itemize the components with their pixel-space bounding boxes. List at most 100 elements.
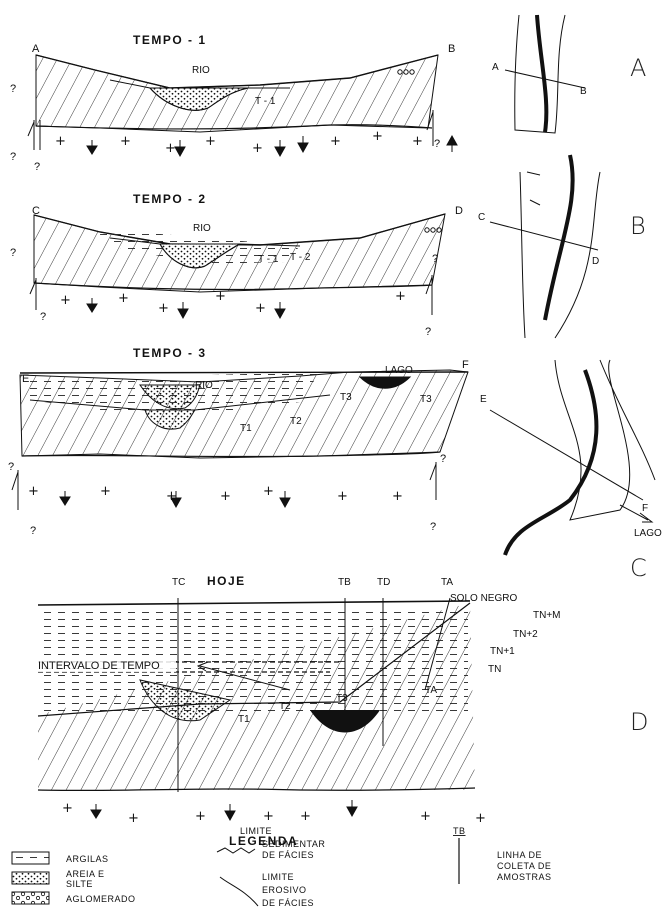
legend-label: EROSIVO (262, 885, 307, 895)
terrace-label: T2 (290, 416, 302, 427)
map-point: D (592, 256, 599, 267)
section-title: TEMPO - 2 (133, 192, 207, 206)
lake-label: LAGO (385, 365, 413, 376)
svg-text:+: + (372, 129, 383, 144)
terrace-label: T1 (238, 714, 250, 725)
question-mark: ? (434, 138, 440, 150)
column-label: TC (172, 577, 185, 588)
point-right: B (448, 43, 455, 55)
legend-label: DE FÁCIES (262, 898, 314, 908)
layer-label: TA (425, 685, 437, 696)
column-label: TA (441, 577, 453, 588)
svg-text:+: + (420, 809, 431, 824)
legend: LEGENDA ARGILAS AREIA E SILTE AGLOMERADO… (11, 826, 552, 908)
terrace-label: T3 (420, 394, 432, 405)
svg-text:+: + (55, 134, 66, 149)
layer-label: TN+1 (490, 646, 515, 657)
svg-text:+: + (60, 293, 71, 308)
legend-swatch-gravel (11, 891, 50, 905)
legend-swatch-clay (11, 851, 50, 865)
map-point: C (478, 212, 485, 223)
legend-symbol-label: TB (453, 826, 466, 836)
svg-text:+: + (392, 489, 403, 504)
point-left: A (32, 43, 40, 55)
svg-text:+: + (252, 141, 263, 156)
panel-letter: C (630, 554, 647, 582)
terrace-label: T2 (279, 701, 291, 712)
question-mark: ? (440, 453, 446, 465)
section-tempo-3: TEMPO - 3 RIO LAGO T1 T2 T3 T3 E F ? ? ?… (8, 346, 469, 537)
interval-label: INTERVALO DE TEMPO (38, 660, 160, 672)
column-label: TD (377, 577, 390, 588)
river-label: RIO (195, 380, 213, 391)
legend-label: SILTE (66, 879, 93, 889)
question-mark: ? (425, 326, 431, 338)
legend-label: DE FÁCIES (262, 850, 314, 860)
map-panel-c: E F LAGO C (480, 359, 662, 582)
layer-label: TN+2 (513, 629, 538, 640)
svg-text:+: + (128, 811, 139, 826)
question-mark: ? (10, 151, 16, 163)
panel-letter: D (630, 708, 648, 736)
svg-text:+: + (215, 289, 226, 304)
terrace-label: T - 1 (258, 254, 279, 265)
svg-text:+: + (28, 484, 39, 499)
svg-text:+: + (118, 291, 129, 306)
svg-text:+: + (100, 484, 111, 499)
map-point: B (580, 86, 587, 97)
svg-text:+: + (337, 489, 348, 504)
legend-symbol-sedimentary (216, 847, 256, 854)
terrace-label: T3 (336, 693, 348, 704)
svg-text:+: + (166, 489, 177, 504)
point-left: E (22, 373, 29, 385)
legend-swatch-sand (11, 871, 50, 885)
section-title: HOJE (207, 574, 246, 588)
svg-text:+: + (195, 809, 206, 824)
legend-symbol-erosive (219, 876, 259, 907)
question-mark: ? (430, 521, 436, 533)
legend-label: AGLOMERADO (66, 894, 136, 904)
svg-text:+: + (165, 141, 176, 156)
legend-label: AMOSTRAS (497, 872, 552, 882)
map-panel-b: C D B (478, 154, 646, 339)
panel-letter: B (630, 212, 646, 240)
layer-label: TN (488, 664, 501, 675)
svg-text:+: + (255, 301, 266, 316)
svg-text:+: + (158, 301, 169, 316)
legend-label: COLETA DE (497, 861, 551, 871)
map-point: E (480, 394, 487, 405)
svg-text:+: + (263, 809, 274, 824)
svg-text:+: + (120, 134, 131, 149)
soil-label: SOLO NEGRO (450, 593, 517, 604)
point-left: C (32, 205, 40, 217)
question-mark: ? (8, 461, 14, 473)
svg-text:+: + (300, 809, 311, 824)
svg-text:+: + (62, 801, 73, 816)
legend-label: AREIA E (66, 869, 105, 879)
svg-text:+: + (263, 484, 274, 499)
point-right: F (462, 359, 469, 371)
question-mark: ? (34, 161, 40, 173)
section-hoje: HOJE TC TB TD TA SOLO NEGRO TN+M TN+2 TN… (36, 574, 561, 826)
point-right: D (455, 205, 463, 217)
terrace-label: T1 (240, 423, 252, 434)
question-mark: ? (432, 253, 438, 265)
panel-letter: A (630, 54, 646, 82)
legend-label: LIMITE (240, 826, 272, 836)
section-title: TEMPO - 1 (133, 33, 207, 47)
question-mark: ? (40, 311, 46, 323)
section-tempo-1: TEMPO - 1 RIO T - 1 A B ? ? ? ? + + + + + + … (10, 33, 458, 173)
terrace-label: T3 (340, 392, 352, 403)
svg-text:+: + (220, 489, 231, 504)
question-mark: ? (10, 247, 16, 259)
legend-label: LIMITE (262, 872, 294, 882)
question-mark: ? (30, 525, 36, 537)
layer-label: TN+M (533, 610, 561, 621)
question-mark: ? (10, 83, 16, 95)
map-point: F (642, 503, 648, 514)
terrace-label: T - 2 (290, 252, 311, 263)
map-lake-label: LAGO (634, 528, 662, 539)
section-tempo-2: TEMPO - 2 RIO T - 1 T - 2 C D ? ? ? ? + +… (10, 192, 463, 338)
legend-label: ARGILAS (66, 854, 109, 864)
